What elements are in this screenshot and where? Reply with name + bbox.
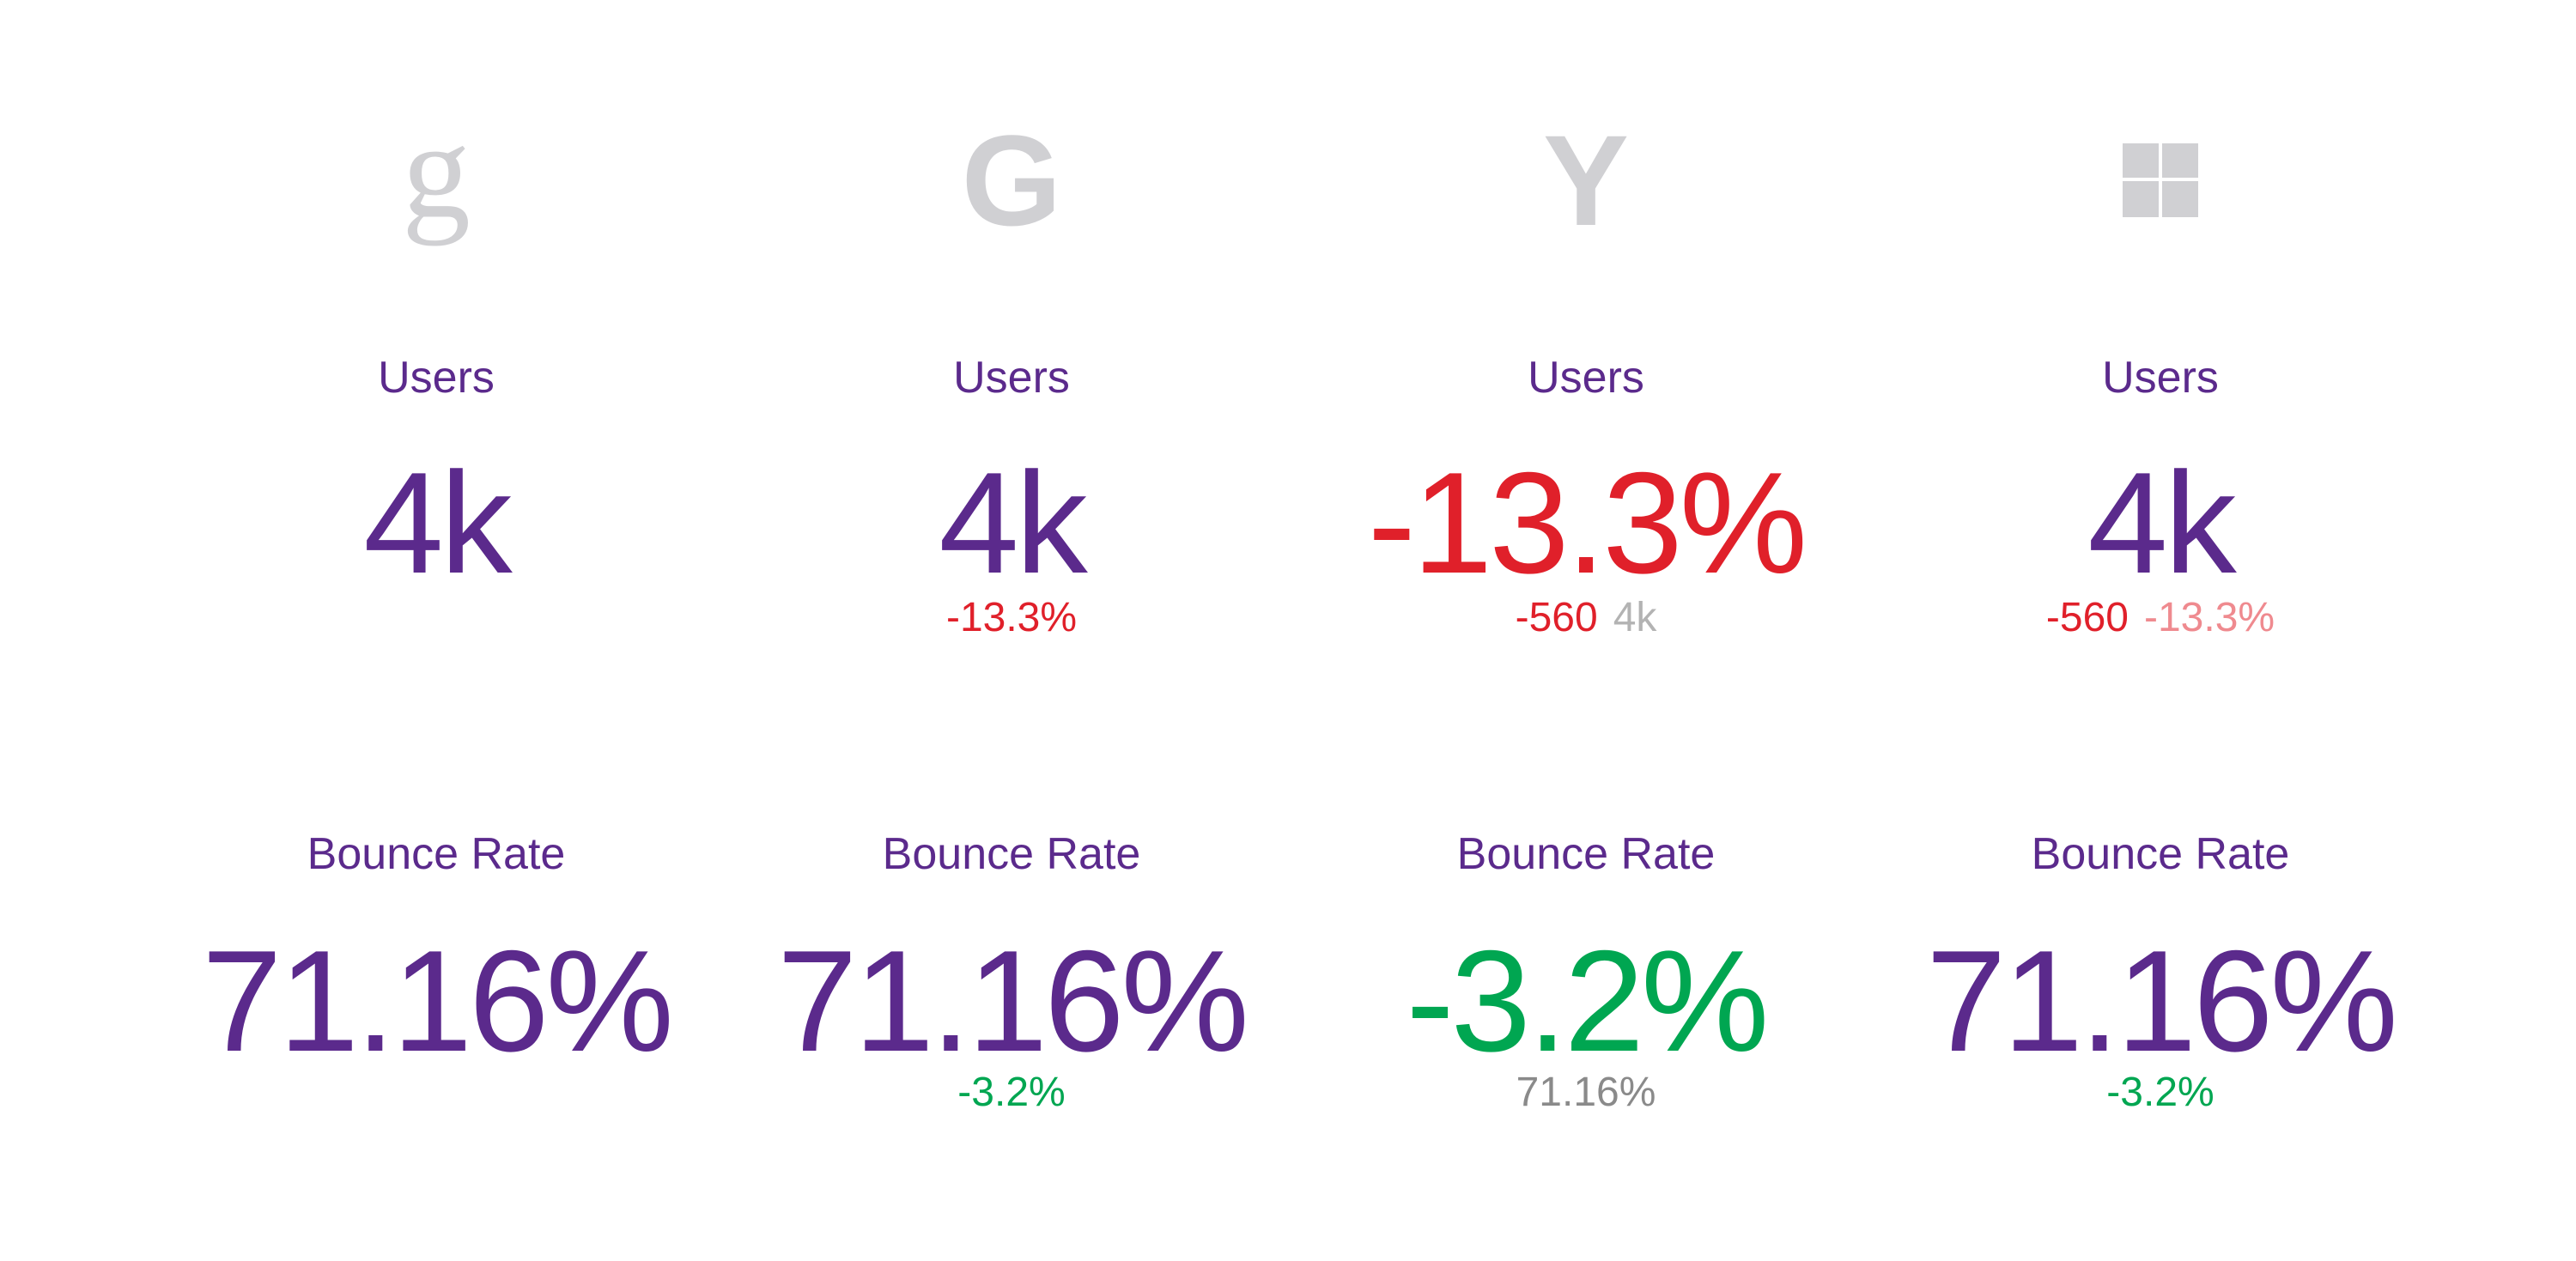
metric-label: Bounce Rate <box>883 829 1141 879</box>
metric-value: -13.3% <box>1368 442 1804 603</box>
change-part: 4k <box>1613 595 1658 640</box>
metric-change: -560 -13.3% <box>2046 595 2275 640</box>
metric-value: 4k <box>363 442 513 603</box>
change-part: -560 <box>2046 595 2129 640</box>
metric-label: Bounce Rate <box>307 829 566 879</box>
metric-label: Bounce Rate <box>1457 829 1716 879</box>
metric-value: 4k <box>939 442 1088 603</box>
metric-label: Users <box>378 353 495 403</box>
icon-text: Y <box>1543 108 1629 252</box>
change-part: -3.2% <box>2106 1070 2214 1115</box>
change-part: -13.3% <box>946 595 1077 640</box>
metric-value: -3.2% <box>1406 920 1766 1082</box>
metric-label: Bounce Rate <box>2032 829 2290 879</box>
metric-label: Users <box>1528 353 1644 403</box>
metric-value: 71.16% <box>777 920 1246 1082</box>
change-part: 71.16% <box>1516 1070 1656 1115</box>
change-part: -13.3% <box>2144 595 2275 640</box>
change-part: -3.2% <box>957 1070 1065 1115</box>
metric-change: -13.3% <box>946 595 1077 640</box>
metric-value: 71.16% <box>202 920 671 1082</box>
metric-value: 71.16% <box>1926 920 2395 1082</box>
icon-text: g <box>402 94 471 246</box>
metric-change: -3.2% <box>957 1070 1065 1115</box>
metric-value: 4k <box>2087 442 2237 603</box>
change-part: -560 <box>1516 595 1598 640</box>
metric-label: Users <box>2102 353 2219 403</box>
metric-label: Users <box>953 353 1070 403</box>
metric-change: 71.16% <box>1516 1070 1656 1115</box>
icon-text: G <box>962 108 1062 252</box>
metric-change: -560 4k <box>1516 595 1658 640</box>
metric-change: -3.2% <box>2106 1070 2214 1115</box>
windows-icon <box>2123 143 2198 217</box>
